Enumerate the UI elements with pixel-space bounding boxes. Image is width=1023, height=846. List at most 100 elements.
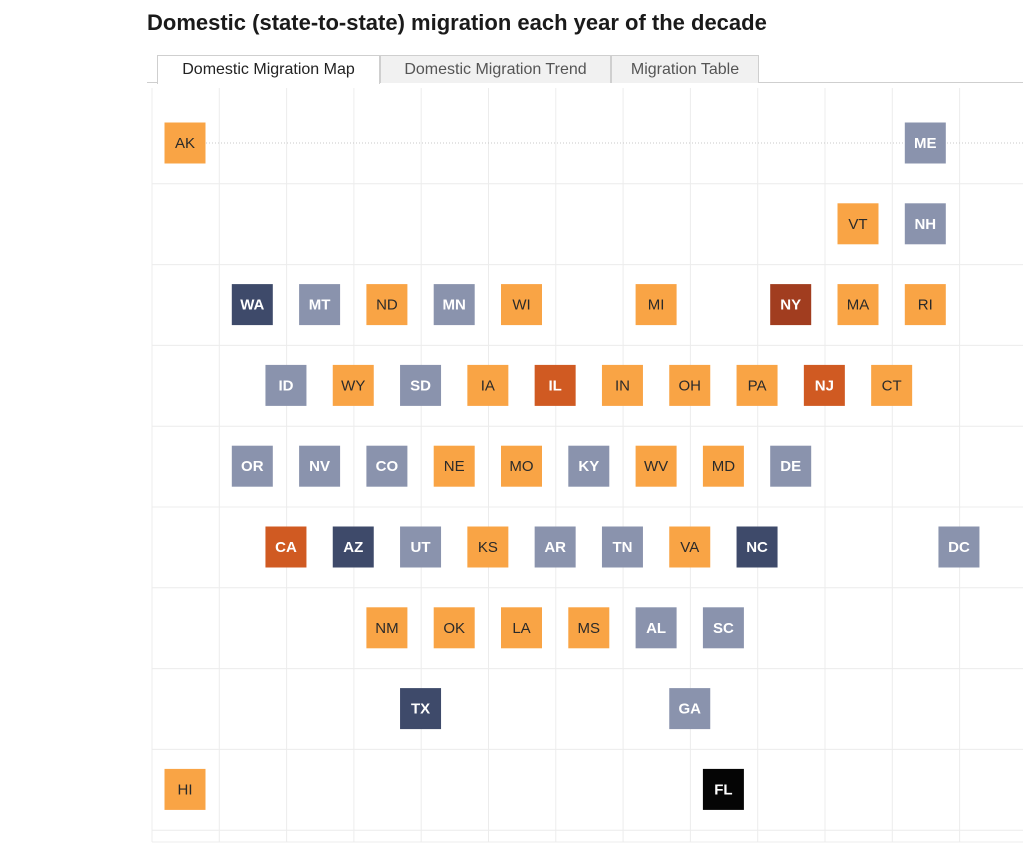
state-tile-fill xyxy=(164,768,206,810)
state-tile-ga[interactable]: GA xyxy=(669,688,711,730)
state-tile-sd[interactable]: SD xyxy=(400,364,442,406)
state-tile-ca[interactable]: CA xyxy=(265,526,307,568)
state-label: WI xyxy=(512,297,530,314)
state-label: WV xyxy=(644,458,668,475)
state-tile-al[interactable]: AL xyxy=(635,607,677,649)
state-label: TN xyxy=(612,539,632,556)
state-tile-ma[interactable]: MA xyxy=(837,284,879,326)
state-tile-mn[interactable]: MN xyxy=(433,284,475,326)
state-tile-ky[interactable]: KY xyxy=(568,445,610,487)
state-tile-fill xyxy=(669,688,711,730)
state-tile-fill xyxy=(635,284,677,326)
state-tile-in[interactable]: IN xyxy=(601,364,643,406)
state-tile-fill xyxy=(904,284,946,326)
state-tile-nc[interactable]: NC xyxy=(736,526,778,568)
state-tile-mi[interactable]: MI xyxy=(635,284,677,326)
tab-domestic-migration-trend[interactable]: Domestic Migration Trend xyxy=(380,55,611,83)
tab-domestic-migration-map[interactable]: Domestic Migration Map xyxy=(157,55,380,84)
state-tile-nm[interactable]: NM xyxy=(366,607,408,649)
state-tile-az[interactable]: AZ xyxy=(332,526,374,568)
state-tile-ny[interactable]: NY xyxy=(770,284,812,326)
state-tile-fill xyxy=(635,607,677,649)
state-tile-co[interactable]: CO xyxy=(366,445,408,487)
state-tile-or[interactable]: OR xyxy=(231,445,273,487)
state-tile-nd[interactable]: ND xyxy=(366,284,408,326)
state-tile-ok[interactable]: OK xyxy=(433,607,475,649)
state-tile-fl[interactable]: FL xyxy=(702,768,744,810)
state-tile-fill xyxy=(433,445,475,487)
state-tile-ri[interactable]: RI xyxy=(904,284,946,326)
state-label: CT xyxy=(882,377,902,394)
state-tile-pa[interactable]: PA xyxy=(736,364,778,406)
state-label: IL xyxy=(548,377,561,394)
state-tile-oh[interactable]: OH xyxy=(669,364,711,406)
state-tile-fill xyxy=(265,526,307,568)
state-tile-de[interactable]: DE xyxy=(770,445,812,487)
state-tile-ks[interactable]: KS xyxy=(467,526,509,568)
state-label: CO xyxy=(376,458,399,475)
state-tile-fill xyxy=(702,607,744,649)
state-tile-fill xyxy=(568,607,610,649)
state-tile-ut[interactable]: UT xyxy=(400,526,442,568)
state-label: IA xyxy=(481,377,495,394)
state-label: IN xyxy=(615,377,630,394)
state-tile-md[interactable]: MD xyxy=(702,445,744,487)
state-tile-wv[interactable]: WV xyxy=(635,445,677,487)
state-tile-nh[interactable]: NH xyxy=(904,203,946,245)
state-tile-wy[interactable]: WY xyxy=(332,364,374,406)
state-tile-va[interactable]: VA xyxy=(669,526,711,568)
state-tile-nv[interactable]: NV xyxy=(299,445,341,487)
state-label: ND xyxy=(376,297,398,314)
state-label: MN xyxy=(443,297,466,314)
state-label: NY xyxy=(780,297,801,314)
state-tile-fill xyxy=(433,607,475,649)
state-label: KY xyxy=(578,458,599,475)
state-tile-hi[interactable]: HI xyxy=(164,768,206,810)
state-tile-ar[interactable]: AR xyxy=(534,526,576,568)
state-tile-ia[interactable]: IA xyxy=(467,364,509,406)
state-label: ID xyxy=(278,377,293,394)
state-label: UT xyxy=(411,539,431,556)
state-label: NM xyxy=(375,620,398,637)
state-label: SC xyxy=(713,620,734,637)
state-tile-wi[interactable]: WI xyxy=(501,284,542,326)
state-label: DC xyxy=(948,539,970,556)
state-tile-me[interactable]: ME xyxy=(904,122,946,164)
state-tile-vt[interactable]: VT xyxy=(837,203,879,245)
tab-migration-table[interactable]: Migration Table xyxy=(611,55,759,83)
state-tile-fill xyxy=(501,284,542,326)
page-title: Domestic (state-to-state) migration each… xyxy=(147,10,767,35)
state-tile-tn[interactable]: TN xyxy=(601,526,643,568)
state-label: MT xyxy=(309,297,331,314)
state-tile-tx[interactable]: TX xyxy=(400,688,442,730)
state-tile-mo[interactable]: MO xyxy=(501,445,542,487)
state-tile-ct[interactable]: CT xyxy=(871,364,913,406)
state-tile-il[interactable]: IL xyxy=(534,364,576,406)
state-label: TX xyxy=(411,701,430,718)
state-tile-sc[interactable]: SC xyxy=(702,607,744,649)
state-label: VA xyxy=(680,539,699,556)
state-tile-fill xyxy=(231,445,273,487)
state-tile-ne[interactable]: NE xyxy=(433,445,475,487)
state-tile-mt[interactable]: MT xyxy=(299,284,341,326)
state-label: MO xyxy=(509,458,533,475)
state-label: MD xyxy=(712,458,735,475)
state-tile-fill xyxy=(299,445,341,487)
state-tile-dc[interactable]: DC xyxy=(938,526,980,568)
state-tile-ak[interactable]: AK xyxy=(164,122,206,164)
state-tile-fill xyxy=(231,284,273,326)
state-tile-wa[interactable]: WA xyxy=(231,284,273,326)
state-tile-id[interactable]: ID xyxy=(265,364,307,406)
state-label: FL xyxy=(714,781,732,798)
state-tile-nj[interactable]: NJ xyxy=(803,364,845,406)
state-tile-fill xyxy=(669,364,711,406)
state-tile-fill xyxy=(400,688,442,730)
state-label: AZ xyxy=(343,539,363,556)
state-label: NC xyxy=(746,539,768,556)
state-tile-fill xyxy=(400,364,442,406)
state-label: HI xyxy=(178,781,193,798)
state-tile-ms[interactable]: MS xyxy=(568,607,610,649)
state-tile-la[interactable]: LA xyxy=(501,607,542,649)
state-tile-fill xyxy=(938,526,980,568)
